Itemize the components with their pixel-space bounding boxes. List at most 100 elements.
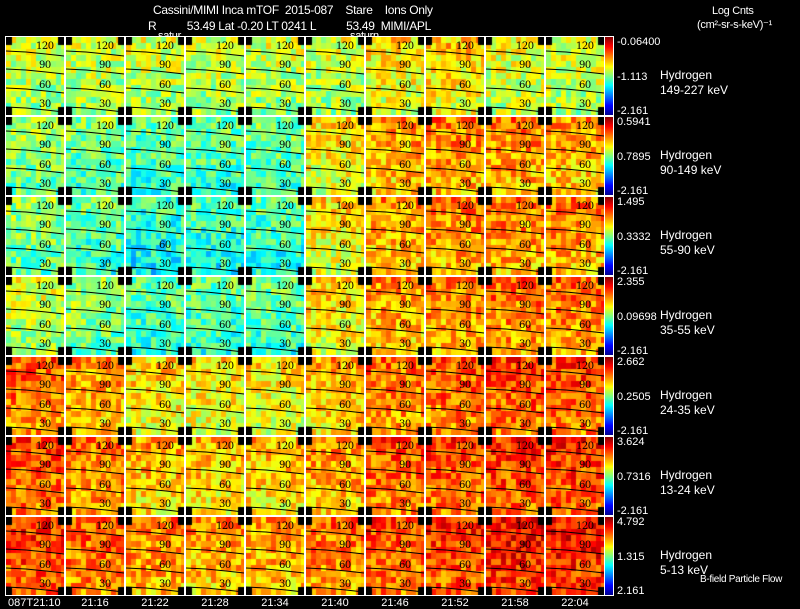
contour-label: 60 [339,240,351,251]
heatmap-cells [6,277,64,355]
heatmap-panel: 120 90 60 30 [245,36,305,116]
contour-label: 120 [456,41,474,52]
contour-line [306,370,364,377]
contour-label: 90 [399,60,411,71]
contour-label: 120 [156,41,174,52]
heatmap-cells [246,117,304,195]
contour-line [246,247,304,254]
contour-label: 60 [99,400,111,411]
row-species-label: Hydrogen [660,468,713,482]
contour-label: 90 [399,380,411,391]
contour-label: 90 [219,380,231,391]
contour-label: 30 [279,339,291,350]
heatmap-panel: 120 90 60 30 [365,356,425,436]
pitch-angle-contours [246,450,304,513]
contour-line [546,87,604,94]
contour-label: 90 [279,220,291,231]
contour-line [546,450,604,457]
contour-label: 120 [156,521,174,532]
heatmap-panel: 120 90 60 30 [5,276,65,356]
contour-label: 60 [39,240,51,251]
contour-line [126,468,184,475]
contour-line [66,407,124,414]
row-species-label: Hydrogen [660,228,713,242]
pitch-angle-contours [126,370,184,433]
contour-label: 30 [519,259,531,270]
colorbar-mid-label: 0.2505 [617,391,651,403]
heatmap-panel: 120 90 60 30 [5,196,65,276]
heatmap-panel: 120 90 60 30 [245,436,305,516]
contour-line [66,548,124,555]
heatmap-panel: 120 90 60 30 [65,116,125,196]
pitch-angle-contours [6,370,64,433]
contour-label: 120 [396,361,414,372]
contour-line [66,346,124,353]
pitch-angle-contours [126,130,184,193]
contour-line [66,506,124,513]
contour-label: 120 [156,281,174,292]
contour-label: 60 [39,320,51,331]
contour-line [186,167,244,174]
contour-line [246,290,304,297]
contour-line [6,266,64,273]
contour-line [306,586,364,593]
contour-line [6,87,64,94]
contour-label: 120 [456,361,474,372]
contour-line [546,148,604,155]
contour-label: 90 [159,140,171,151]
pitch-angle-contours [366,450,424,513]
heatmap-cells [66,197,124,275]
contour-label: 60 [519,320,531,331]
contour-label: 120 [516,361,534,372]
contour-label: 60 [339,560,351,571]
contour-line [186,468,244,475]
contour-line [486,210,544,217]
contour-label: 30 [279,99,291,110]
heatmap-panel: 120 90 60 30 [65,516,125,596]
contour-line [366,346,424,353]
pitch-angle-contours [186,450,244,513]
contour-line [426,130,484,137]
contour-label: 120 [576,441,594,452]
contour-label: 30 [159,339,171,350]
contour-label: 90 [579,300,591,311]
contour-label: 90 [579,540,591,551]
pitch-angle-contours [306,210,364,273]
contour-line [546,308,604,315]
contour-line [66,210,124,217]
contour-line [486,586,544,593]
contour-line [66,487,124,494]
contour-label: 120 [216,281,234,292]
pitch-angle-contours [66,370,124,433]
contour-line [186,68,244,75]
contour-label: 120 [216,361,234,372]
colorbar [604,356,614,436]
contour-label: 60 [399,240,411,251]
heatmap-panel: 120 90 60 30 [545,356,605,436]
heatmap-panel: 120 90 60 30 [5,116,65,196]
contour-line [546,506,604,513]
contour-line [186,506,244,513]
pitch-angle-contours [486,370,544,433]
contour-label: 30 [39,579,51,590]
contour-line [126,87,184,94]
time-axis-label: 21:34 [261,597,289,609]
pitch-angle-contours [246,210,304,273]
contour-line [246,87,304,94]
contour-line [66,426,124,433]
heatmap-panel: 120 90 60 30 [305,436,365,516]
contour-label: 30 [459,499,471,510]
pitch-angle-contours [66,50,124,113]
contour-label: 30 [459,419,471,430]
contour-line [426,68,484,75]
contour-line [126,407,184,414]
contour-line [546,247,604,254]
contour-line [426,308,484,315]
contour-label: 120 [96,441,114,452]
heatmap-cells [66,117,124,195]
colorbar-max-label: 3.624 [617,436,645,448]
contour-line [186,487,244,494]
contour-label: 120 [96,201,114,212]
pitch-angle-contours [66,530,124,593]
heatmap-panel: 120 90 60 30 [365,116,425,196]
